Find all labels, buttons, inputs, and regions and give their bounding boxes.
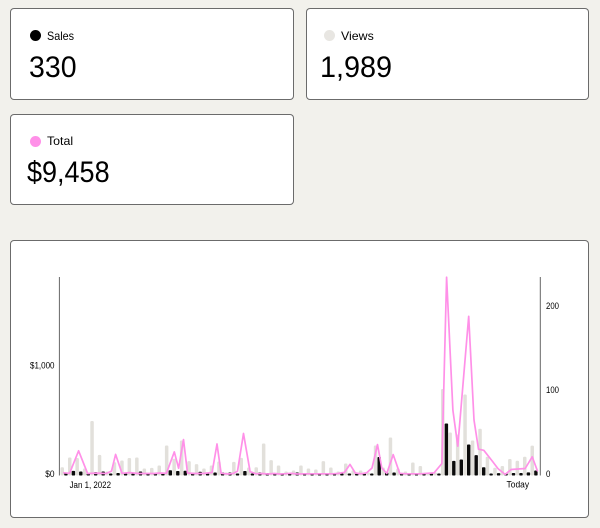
svg-text:Today: Today [507,480,530,490]
svg-text:$1,000: $1,000 [30,360,55,370]
svg-text:100: 100 [546,385,559,395]
svg-text:$0: $0 [45,469,54,479]
svg-text:0: 0 [546,469,550,479]
svg-text:200: 200 [546,301,559,311]
svg-text:Jan 1, 2022: Jan 1, 2022 [70,480,111,490]
